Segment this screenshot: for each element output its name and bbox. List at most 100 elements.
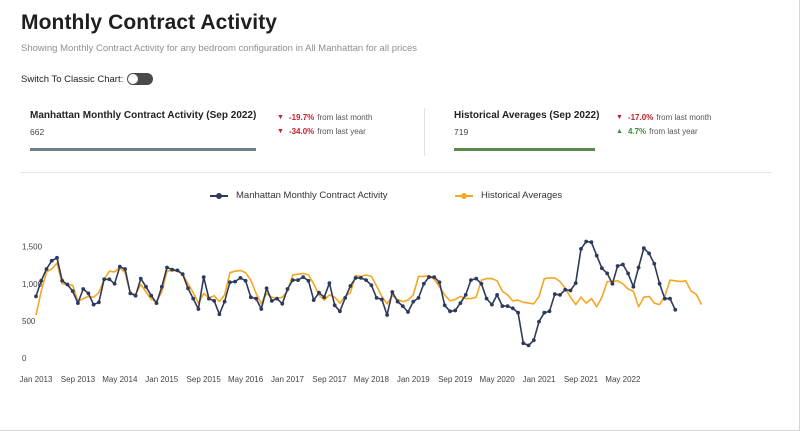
stat-divider xyxy=(424,108,425,156)
x-tick-label: May 2014 xyxy=(102,375,138,384)
data-point xyxy=(589,240,594,245)
data-point xyxy=(201,275,206,279)
data-point xyxy=(275,296,279,301)
x-tick-label: Jan 2015 xyxy=(145,375,178,384)
change-row: ▼ -34.0% from last year xyxy=(277,125,372,139)
data-point xyxy=(170,267,175,272)
data-point xyxy=(531,338,536,343)
stat-value: 662 xyxy=(30,127,45,137)
x-tick-label: Sep 2017 xyxy=(312,375,347,384)
data-point xyxy=(400,304,405,308)
data-point xyxy=(615,264,620,268)
data-point xyxy=(97,300,101,305)
stat-title: Manhattan Monthly Contract Activity (Sep… xyxy=(30,110,257,121)
data-point xyxy=(233,279,238,284)
data-point xyxy=(332,303,337,308)
data-point xyxy=(610,281,615,286)
data-point xyxy=(474,276,479,281)
data-point xyxy=(91,302,96,307)
data-point xyxy=(144,284,148,289)
data-point xyxy=(605,271,610,276)
data-point xyxy=(138,276,143,281)
data-point xyxy=(348,284,353,288)
data-point xyxy=(427,275,431,279)
x-tick-label: May 2022 xyxy=(605,375,641,384)
legend-label: Historical Averages xyxy=(481,190,563,201)
data-point xyxy=(306,278,311,283)
data-point xyxy=(379,297,384,302)
data-point xyxy=(479,281,484,286)
x-tick-label: Jan 2017 xyxy=(271,375,304,384)
data-point xyxy=(191,296,196,301)
data-point xyxy=(254,296,258,301)
x-tick-label: Jan 2013 xyxy=(20,375,53,384)
stat-changes-historical: ▼ -17.0% from last month ▲ 4.7% from las… xyxy=(616,111,711,139)
change-pct: 4.7% xyxy=(627,127,647,136)
stat-bar-historical xyxy=(454,148,595,151)
data-point xyxy=(453,308,458,313)
data-point xyxy=(662,296,667,301)
stat-value: 719 xyxy=(454,127,469,137)
data-point xyxy=(86,291,91,296)
up-triangle-icon: ▲ xyxy=(616,128,623,135)
y-tick-label: 1,500 xyxy=(22,243,43,252)
data-point xyxy=(652,261,657,266)
x-tick-label: May 2016 xyxy=(228,375,264,384)
data-point xyxy=(112,281,117,286)
data-point xyxy=(238,276,243,280)
data-point xyxy=(558,293,562,297)
data-point xyxy=(442,303,447,308)
x-tick-label: Sep 2015 xyxy=(187,375,222,384)
stat-block-historical: Historical Averages (Sep 2022) 719 xyxy=(454,110,599,137)
change-pct: -34.0% xyxy=(288,127,315,136)
legend-item-manhattan[interactable]: Manhattan Monthly Contract Activity xyxy=(210,190,388,201)
data-point xyxy=(516,310,520,315)
switch-label: Switch To Classic Chart: xyxy=(21,73,124,85)
data-point xyxy=(243,278,248,283)
data-point xyxy=(133,293,138,298)
data-point xyxy=(594,253,599,258)
data-point xyxy=(280,301,285,306)
data-point xyxy=(76,301,80,305)
data-point xyxy=(421,281,426,286)
data-point xyxy=(44,267,49,271)
data-point xyxy=(317,290,321,295)
data-point xyxy=(107,277,112,282)
data-point xyxy=(154,301,159,305)
data-point xyxy=(301,275,306,279)
data-point xyxy=(364,278,368,282)
section-divider xyxy=(20,172,772,173)
data-point xyxy=(290,278,295,282)
data-point xyxy=(505,304,510,308)
data-point xyxy=(222,299,227,304)
x-tick-label: Sep 2019 xyxy=(438,375,473,384)
data-point xyxy=(568,288,573,293)
data-point xyxy=(490,302,494,307)
data-point xyxy=(102,277,106,282)
down-triangle-icon: ▼ xyxy=(277,128,284,135)
data-point xyxy=(542,310,547,315)
data-point xyxy=(165,265,169,270)
legend-item-historical[interactable]: Historical Averages xyxy=(455,190,562,201)
data-point xyxy=(228,280,232,285)
page-title: Monthly Contract Activity xyxy=(21,11,278,34)
data-point xyxy=(469,278,473,282)
y-tick-label: 0 xyxy=(22,354,27,363)
data-point xyxy=(70,289,75,294)
stat-block-manhattan: Manhattan Monthly Contract Activity (Sep… xyxy=(30,110,256,137)
data-point xyxy=(458,301,463,305)
data-point xyxy=(647,251,651,256)
data-point xyxy=(186,286,190,291)
legend-swatch-icon xyxy=(455,191,473,201)
data-point xyxy=(285,287,290,291)
legend-swatch-icon xyxy=(210,191,228,201)
data-point xyxy=(338,309,342,314)
x-tick-label: Sep 2021 xyxy=(564,375,599,384)
data-point xyxy=(259,307,264,311)
classic-chart-toggle[interactable] xyxy=(127,73,154,85)
data-point xyxy=(416,296,421,300)
x-tick-label: Jan 2019 xyxy=(397,375,430,384)
change-pct: -19.7% xyxy=(288,113,315,122)
data-point xyxy=(264,286,269,291)
data-point xyxy=(500,304,505,308)
